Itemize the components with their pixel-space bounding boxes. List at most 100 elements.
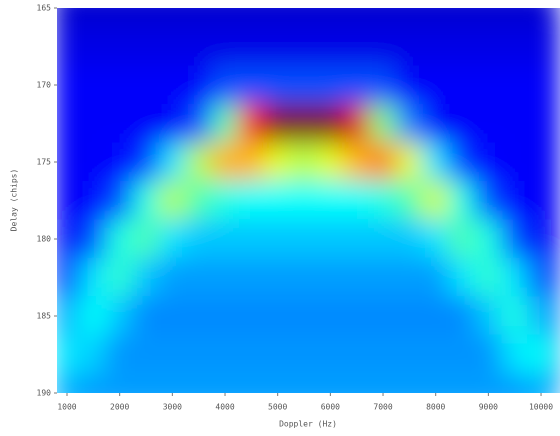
- heat-cell: [343, 65, 371, 105]
- heat-cell: [369, 373, 397, 393]
- heat-cell: [185, 334, 213, 375]
- heat-cell: [132, 373, 160, 393]
- heat-cell: [185, 142, 213, 182]
- heat-cell: [158, 65, 187, 105]
- heat-cell: [237, 180, 266, 221]
- heat-cell: [448, 257, 476, 298]
- heat-cell: [158, 219, 187, 259]
- heat-cell: [369, 26, 397, 67]
- heat-cell: [132, 334, 160, 375]
- heat-cell: [422, 142, 450, 182]
- heat-cell: [79, 65, 108, 105]
- heat-cell: [264, 142, 292, 182]
- heatmap: [57, 8, 560, 393]
- heat-cell: [158, 334, 187, 375]
- heat-cell: [57, 8, 81, 28]
- heat-cell: [211, 180, 239, 221]
- heat-cell: [106, 8, 134, 28]
- heat-cell: [290, 103, 318, 144]
- heat-cell: [106, 334, 134, 375]
- heat-cell: [158, 296, 187, 336]
- heat-cell: [211, 373, 239, 393]
- heat-cell: [185, 257, 213, 298]
- heat-cell: [158, 373, 187, 393]
- heat-cell: [237, 373, 266, 393]
- heat-cell: [106, 65, 134, 105]
- heat-cell: [501, 26, 529, 67]
- heat-cell: [316, 219, 345, 259]
- heat-cell: [106, 142, 134, 182]
- heat-cell: [369, 103, 397, 144]
- heat-cell: [79, 257, 108, 298]
- heat-cell: [79, 334, 108, 375]
- heat-cell: [158, 257, 187, 298]
- heat-cell: [316, 103, 345, 144]
- heat-cell: [264, 373, 292, 393]
- heat-cell: [316, 65, 345, 105]
- x-tick-label: 7000: [373, 403, 392, 412]
- heat-cell: [290, 65, 318, 105]
- heat-cell: [474, 180, 503, 221]
- y-axis-label: Delay (chips): [10, 169, 19, 232]
- heat-cell: [501, 180, 529, 221]
- y-tick-label: 185: [37, 312, 52, 321]
- heat-cell: [474, 65, 503, 105]
- heat-cell: [501, 65, 529, 105]
- heat-cell: [158, 103, 187, 144]
- heat-cell: [106, 296, 134, 336]
- heat-cell: [422, 296, 450, 336]
- heat-cell: [57, 296, 81, 336]
- heat-cell: [448, 180, 476, 221]
- heat-cell: [369, 142, 397, 182]
- heat-cell: [527, 373, 555, 393]
- x-tick-label: 3000: [163, 403, 182, 412]
- heat-cell: [501, 257, 529, 298]
- heat-cell: [422, 8, 450, 28]
- heat-cell: [132, 180, 160, 221]
- x-tick-label: 8000: [426, 403, 445, 412]
- heat-cell: [237, 296, 266, 336]
- heat-cell: [264, 180, 292, 221]
- heat-cell: [343, 219, 371, 259]
- heat-cell: [527, 180, 555, 221]
- y-tick-label: 180: [37, 235, 52, 244]
- heat-cell: [527, 26, 555, 67]
- heat-cell: [290, 142, 318, 182]
- heat-cell: [501, 334, 529, 375]
- heat-cell: [422, 373, 450, 393]
- heat-cell: [211, 334, 239, 375]
- heat-cell: [343, 296, 371, 336]
- heat-cell: [369, 8, 397, 28]
- heat-cell: [422, 65, 450, 105]
- heat-cell: [422, 219, 450, 259]
- heat-cell: [316, 373, 345, 393]
- heat-cell: [474, 103, 503, 144]
- heat-cell: [369, 219, 397, 259]
- x-tick-label: 4000: [215, 403, 234, 412]
- heat-cell: [395, 103, 424, 144]
- heat-cell: [57, 26, 81, 67]
- heat-cell: [57, 373, 81, 393]
- heat-cell: [79, 180, 108, 221]
- heat-cell: [185, 65, 213, 105]
- heat-cell: [57, 334, 81, 375]
- heat-cell: [527, 103, 555, 144]
- heat-cell: [395, 334, 424, 375]
- heat-cell: [448, 65, 476, 105]
- heat-cell: [237, 257, 266, 298]
- heat-cell: [343, 334, 371, 375]
- heat-cell: [185, 373, 213, 393]
- heat-cell: [501, 8, 529, 28]
- heat-cell: [448, 103, 476, 144]
- heat-cell: [527, 142, 555, 182]
- heat-cell: [264, 296, 292, 336]
- y-tick-label: 190: [37, 389, 52, 398]
- heat-cell: [422, 180, 450, 221]
- heat-cell: [369, 257, 397, 298]
- heat-cell: [79, 26, 108, 67]
- heat-cell: [237, 26, 266, 67]
- heat-cell: [395, 65, 424, 105]
- heat-cell: [369, 180, 397, 221]
- heat-cell: [237, 65, 266, 105]
